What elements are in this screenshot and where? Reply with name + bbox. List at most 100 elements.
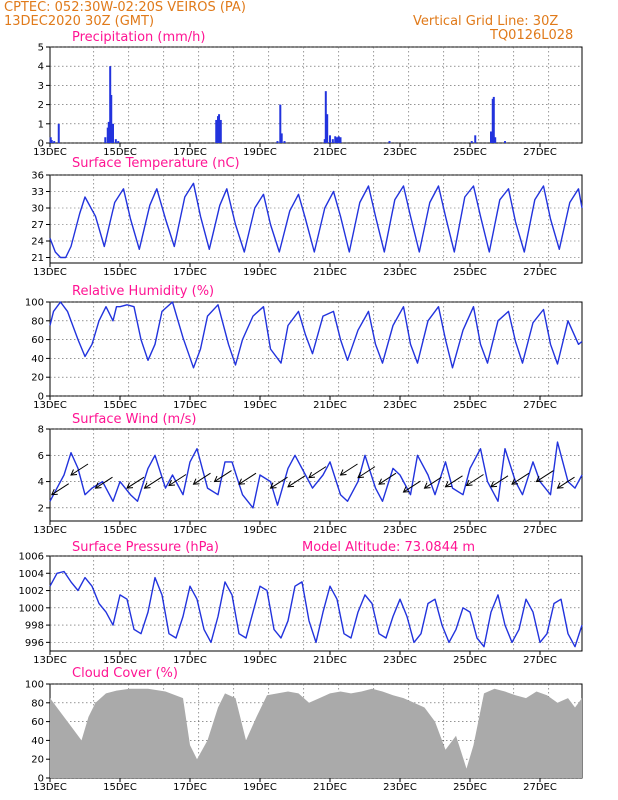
rh-ytick-label: 60 xyxy=(31,335,44,346)
precip-bar xyxy=(106,127,109,143)
wind-vector xyxy=(403,480,421,493)
wind-vector xyxy=(378,472,397,485)
rh-ytick-label: 20 xyxy=(31,373,44,384)
cloud-ytick-label: 20 xyxy=(31,755,44,766)
wind-vector xyxy=(424,476,442,489)
precip-ytick-label: 4 xyxy=(38,62,44,73)
precip-bar xyxy=(279,104,282,143)
temp-ytick-label: 36 xyxy=(31,171,44,182)
temp-ytick-label: 27 xyxy=(31,220,44,231)
temp-xtick-label: 25DEC xyxy=(453,267,487,278)
wind-vector xyxy=(557,476,575,489)
wind-xtick-label: 25DEC xyxy=(453,525,487,536)
precip-bar xyxy=(110,95,113,143)
wind-vector-head xyxy=(490,481,498,488)
cloud-title: Cloud Cover (%) xyxy=(72,666,178,681)
cloud-xtick-label: 23DEC xyxy=(383,782,417,793)
precip-bar xyxy=(53,141,56,143)
wind-ytick-label: 8 xyxy=(38,425,44,436)
temp-ytick-label: 33 xyxy=(31,187,44,198)
cloud-xtick-label: 15DEC xyxy=(103,782,137,793)
cloud-ytick-label: 40 xyxy=(31,736,44,747)
wind-vector-head xyxy=(357,471,365,479)
wind-vector-head xyxy=(238,478,246,485)
temp-ytick-label: 24 xyxy=(31,237,44,248)
precip-bar xyxy=(504,141,506,143)
wind-vector-head xyxy=(511,478,519,485)
header-model-code: TQ0126L028 xyxy=(490,28,574,43)
precip-bar xyxy=(218,114,221,143)
wind-vector xyxy=(70,463,89,476)
wind-xtick-label: 13DEC xyxy=(33,525,67,536)
precip-bar xyxy=(323,139,326,143)
temp-xtick-label: 19DEC xyxy=(243,267,277,278)
precip-bar xyxy=(491,98,494,143)
wind-vector xyxy=(287,475,306,488)
precip-bar xyxy=(50,140,53,143)
rh-line xyxy=(49,301,583,369)
wind-vector-head xyxy=(192,478,200,485)
wind-vector xyxy=(466,474,484,486)
pres-ytick-label: 1004 xyxy=(19,569,44,580)
pres-ytick-label: 996 xyxy=(25,638,44,649)
precip-bar xyxy=(107,121,110,143)
temp-ytick-label: 21 xyxy=(31,253,44,264)
precip-bar xyxy=(219,119,222,143)
pres-frame xyxy=(49,555,583,652)
wind-ytick-label: 6 xyxy=(38,451,44,462)
cloud-xtick-label: 27DEC xyxy=(523,782,557,793)
wind-line xyxy=(49,441,583,509)
wind-vector-head xyxy=(535,475,543,483)
pres-ytick-label: 1002 xyxy=(19,586,44,597)
wind-vector-head xyxy=(126,482,134,489)
precip-xtick-label: 25DEC xyxy=(453,147,487,158)
wind-vector-head xyxy=(308,471,316,479)
precip-bar xyxy=(337,136,340,143)
pres-xtick-label: 23DEC xyxy=(383,655,417,666)
precip-xtick-label: 17DEC xyxy=(173,147,207,158)
wind-vector-head xyxy=(378,478,386,485)
temp-xtick-label: 15DEC xyxy=(103,267,137,278)
rh-frame xyxy=(49,301,583,397)
precip-bar xyxy=(283,141,286,143)
cloud-ytick-label: 80 xyxy=(31,698,44,709)
rh-xtick-label: 27DEC xyxy=(523,400,557,411)
wind-vector-head xyxy=(556,482,564,489)
precip-bar xyxy=(57,123,60,143)
rh-xtick-label: 21DEC xyxy=(313,400,347,411)
wind-vector xyxy=(445,475,463,488)
cloud-ytick-label: 60 xyxy=(31,717,44,728)
header-date: 13DEC2020 30Z (GMT) xyxy=(4,14,155,29)
wind-vector-head xyxy=(402,486,410,493)
precip-bar xyxy=(474,135,477,143)
wind-vector-head xyxy=(143,482,151,489)
pres-xtick-label: 27DEC xyxy=(523,655,557,666)
wind-vector-head xyxy=(465,479,473,487)
precip-bar xyxy=(49,137,52,143)
cloud-xtick-label: 19DEC xyxy=(243,782,277,793)
precip-frame xyxy=(49,46,583,144)
precip-xtick-label: 19DEC xyxy=(243,147,277,158)
wind-vector xyxy=(168,474,187,486)
precip-bar xyxy=(276,141,279,143)
precip-bar xyxy=(280,133,283,143)
wind-ytick-label: 4 xyxy=(38,477,44,488)
pres-title: Surface Pressure (hPa) xyxy=(72,540,219,555)
wind-vector xyxy=(536,470,554,482)
wind-title: Surface Wind (m/s) xyxy=(72,412,197,427)
wind-xtick-label: 19DEC xyxy=(243,525,277,536)
precip-bar xyxy=(217,116,219,143)
cloud-ytick-label: 100 xyxy=(25,680,44,691)
pres-xtick-label: 21DEC xyxy=(313,655,347,666)
precip-bar xyxy=(331,139,334,143)
cloud-xtick-label: 17DEC xyxy=(173,782,207,793)
wind-vector xyxy=(357,466,376,479)
precip-title: Precipitation (mm/h) xyxy=(72,30,206,45)
precip-bar xyxy=(334,136,337,143)
wind-ytick-label: 2 xyxy=(38,503,44,514)
wind-xtick-label: 15DEC xyxy=(103,525,137,536)
wind-vector-head xyxy=(50,489,58,496)
precip-ytick-label: 1 xyxy=(38,119,44,130)
wind-vector xyxy=(144,476,162,489)
